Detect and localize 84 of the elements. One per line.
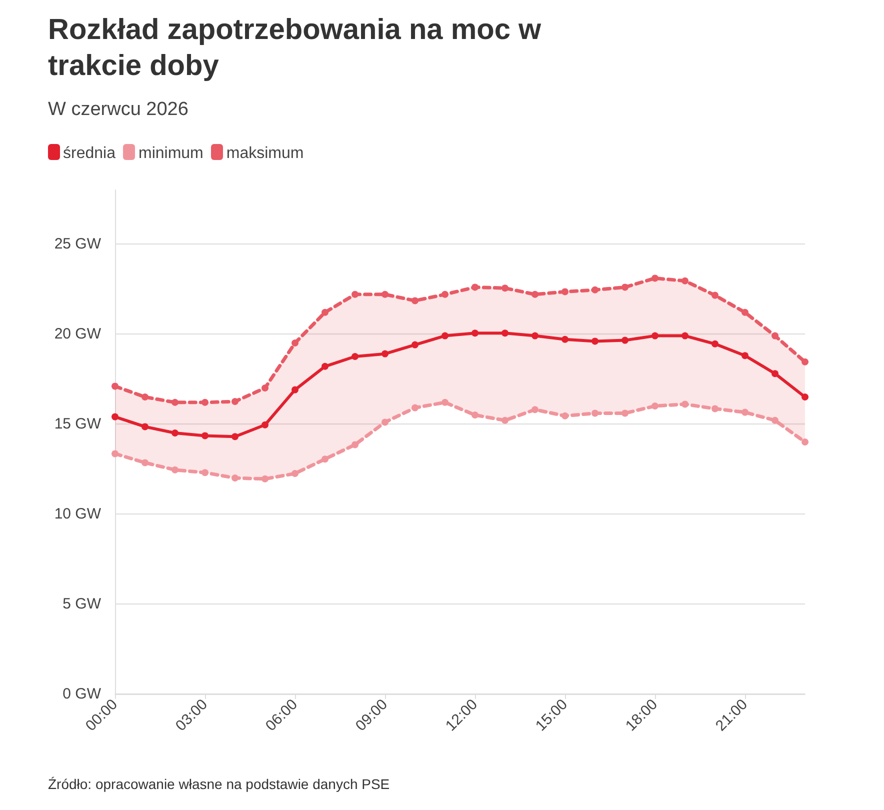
point bbox=[112, 382, 118, 390]
point bbox=[502, 284, 508, 292]
point bbox=[232, 433, 238, 440]
point bbox=[202, 432, 208, 440]
y-tick-label: 5 GW bbox=[62, 596, 102, 612]
legend-label: minimum bbox=[137, 144, 204, 163]
point bbox=[532, 406, 538, 414]
point bbox=[472, 412, 478, 418]
point bbox=[442, 398, 448, 406]
point bbox=[802, 358, 808, 366]
point bbox=[292, 470, 298, 477]
y-tick-label: 20 GW bbox=[54, 326, 102, 342]
point bbox=[322, 308, 328, 316]
point bbox=[622, 284, 628, 291]
point bbox=[622, 410, 628, 417]
point bbox=[742, 308, 748, 316]
point bbox=[142, 394, 148, 400]
point bbox=[142, 459, 148, 466]
point bbox=[742, 408, 748, 416]
point bbox=[352, 441, 358, 448]
point bbox=[592, 338, 598, 345]
point bbox=[172, 398, 178, 406]
point bbox=[802, 438, 808, 446]
point bbox=[442, 290, 448, 298]
point bbox=[202, 398, 208, 406]
point bbox=[562, 412, 568, 420]
point bbox=[802, 394, 808, 400]
point bbox=[382, 290, 388, 298]
point bbox=[682, 332, 688, 340]
point bbox=[532, 332, 538, 340]
point bbox=[622, 336, 628, 344]
point bbox=[562, 288, 568, 296]
point bbox=[742, 352, 748, 360]
point bbox=[652, 274, 658, 282]
point bbox=[112, 450, 118, 458]
legend-label: maksimum bbox=[225, 144, 304, 163]
chart-subtitle: W czerwcu 2026 bbox=[48, 99, 188, 121]
point bbox=[652, 332, 658, 340]
point bbox=[112, 413, 118, 420]
y-tick-label: 15 GW bbox=[54, 416, 102, 432]
point bbox=[142, 423, 148, 430]
point bbox=[232, 474, 238, 482]
point bbox=[382, 418, 388, 426]
point bbox=[382, 350, 388, 358]
point bbox=[592, 410, 598, 417]
point bbox=[772, 370, 778, 378]
point bbox=[172, 430, 178, 436]
point bbox=[352, 290, 358, 298]
point bbox=[592, 286, 598, 294]
point bbox=[412, 341, 418, 348]
point bbox=[712, 405, 718, 412]
y-tick-label: 0 GW bbox=[62, 686, 102, 702]
point bbox=[772, 332, 778, 340]
point bbox=[352, 353, 358, 360]
point bbox=[292, 386, 298, 394]
point bbox=[232, 398, 238, 405]
point bbox=[202, 469, 208, 476]
point bbox=[682, 400, 688, 408]
point bbox=[712, 292, 718, 299]
point bbox=[292, 340, 298, 346]
y-tick-label: 25 GW bbox=[54, 236, 102, 252]
point bbox=[322, 456, 328, 463]
point bbox=[172, 466, 178, 474]
point bbox=[412, 404, 418, 412]
point bbox=[532, 290, 538, 298]
point bbox=[682, 277, 688, 284]
chart-title: Rozkład zapotrzebowania na moc w trakcie doby bbox=[48, 13, 542, 84]
point bbox=[472, 330, 478, 337]
point bbox=[262, 475, 268, 482]
point bbox=[262, 384, 268, 392]
point bbox=[772, 416, 778, 424]
point bbox=[562, 336, 568, 343]
point bbox=[502, 416, 508, 424]
point bbox=[502, 330, 508, 337]
point bbox=[442, 332, 448, 340]
point bbox=[412, 297, 418, 304]
point bbox=[712, 340, 718, 348]
text: Źródło: opracowanie własne na podstawie danych PSE bbox=[48, 776, 390, 792]
y-tick-label: 10 GW bbox=[54, 506, 102, 522]
point bbox=[322, 362, 328, 370]
point bbox=[652, 402, 658, 410]
point bbox=[262, 421, 268, 428]
point bbox=[472, 284, 478, 291]
legend-label: średnia bbox=[62, 144, 116, 163]
